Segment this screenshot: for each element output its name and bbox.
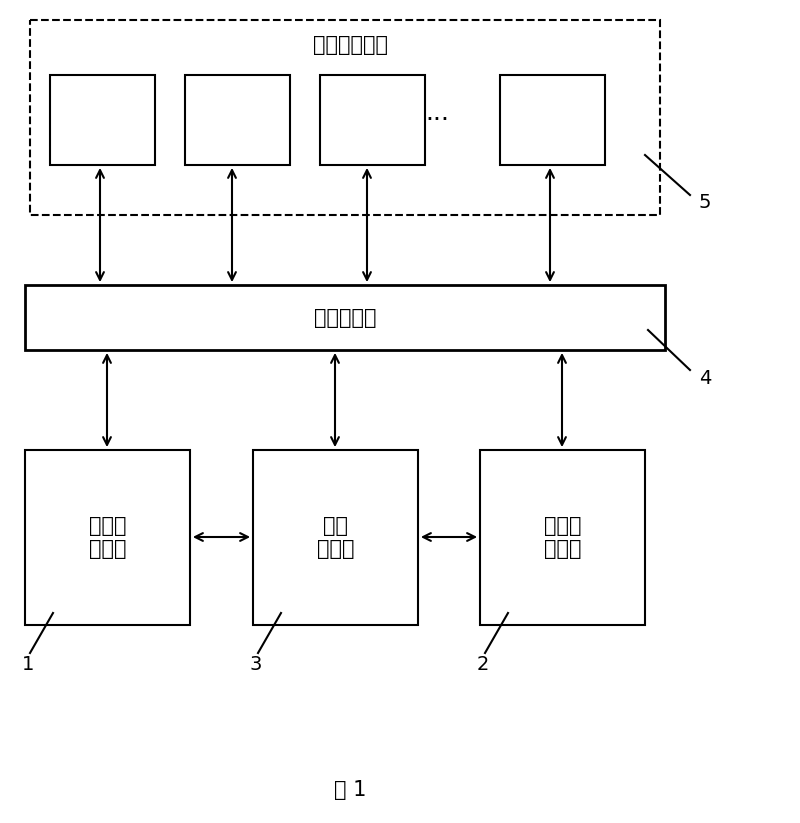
Text: 用户端浏览器: 用户端浏览器 (313, 35, 387, 55)
Text: 3: 3 (250, 655, 262, 675)
Text: 2: 2 (477, 655, 489, 675)
Bar (320, 75, 425, 165)
Bar (480, 450, 645, 625)
Text: ···: ··· (425, 108, 449, 132)
Bar (50, 75, 155, 165)
Bar (500, 75, 605, 165)
Text: 计算
服务器: 计算 服务器 (317, 516, 354, 559)
Bar (253, 450, 418, 625)
Bar (25, 450, 190, 625)
Text: 1: 1 (22, 655, 34, 675)
Text: 知识库
计算机: 知识库 计算机 (544, 516, 582, 559)
Text: 4: 4 (699, 369, 711, 388)
Text: 图 1: 图 1 (334, 780, 366, 800)
Text: 数据库
服务器: 数据库 服务器 (89, 516, 126, 559)
Bar (30, 20, 660, 215)
Text: 5: 5 (698, 193, 711, 212)
Bar (185, 75, 290, 165)
Text: 网页服务器: 网页服务器 (314, 308, 376, 328)
Bar (25, 285, 665, 350)
